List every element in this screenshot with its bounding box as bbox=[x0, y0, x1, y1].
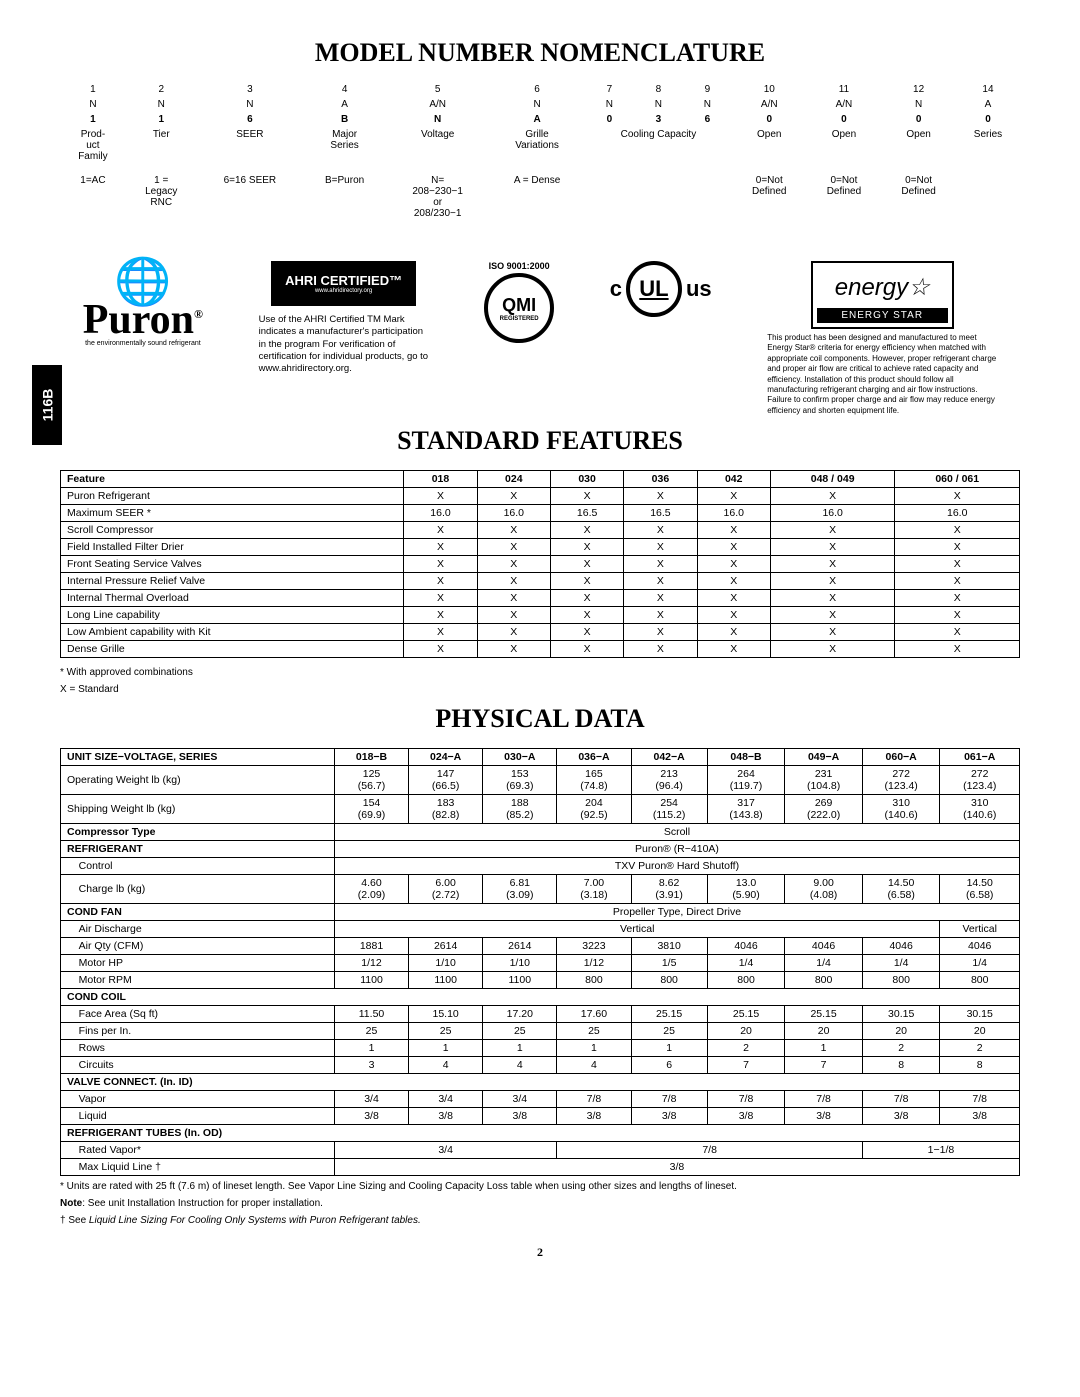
features-note2: X = Standard bbox=[60, 683, 1020, 696]
title-physical: PHYSICAL DATA bbox=[60, 704, 1020, 734]
phys-foot3: † See Liquid Line Sizing For Cooling Onl… bbox=[60, 1214, 1020, 1227]
side-tab: 116B bbox=[32, 365, 62, 445]
title-nomenclature: MODEL NUMBER NOMENCLATURE bbox=[60, 38, 1020, 68]
ahri-logo: AHRI CERTIFIED™www.ahridirectory.org Use… bbox=[259, 261, 429, 376]
phys-foot1: * Units are rated with 25 ft (7.6 m) of … bbox=[60, 1180, 1020, 1193]
phys-foot2: Note: See unit Installation Instruction … bbox=[60, 1197, 1020, 1210]
ul-logo: c UL us bbox=[610, 261, 712, 317]
page-number: 2 bbox=[60, 1245, 1020, 1260]
nomenclature-table: 12345678910111214 NNNAA/NNNNNA/NA/NNA 11… bbox=[60, 82, 1020, 221]
physical-table: UNIT SIZE−VOLTAGE, SERIES018−B024−A030−A… bbox=[60, 748, 1020, 1176]
energy-star-logo: energy☆ ENERGY STAR This product has bee… bbox=[767, 261, 997, 416]
features-table: Feature018024030036042048 / 049060 / 061… bbox=[60, 470, 1020, 658]
qmi-logo: ISO 9001:2000 QMIREGISTERED bbox=[484, 261, 554, 343]
title-features: STANDARD FEATURES bbox=[60, 426, 1020, 456]
puron-logo: 🌐 Puron® the environmentally sound refri… bbox=[83, 261, 203, 347]
logos-row: 🌐 Puron® the environmentally sound refri… bbox=[60, 261, 1020, 416]
features-note1: * With approved combinations bbox=[60, 666, 1020, 679]
